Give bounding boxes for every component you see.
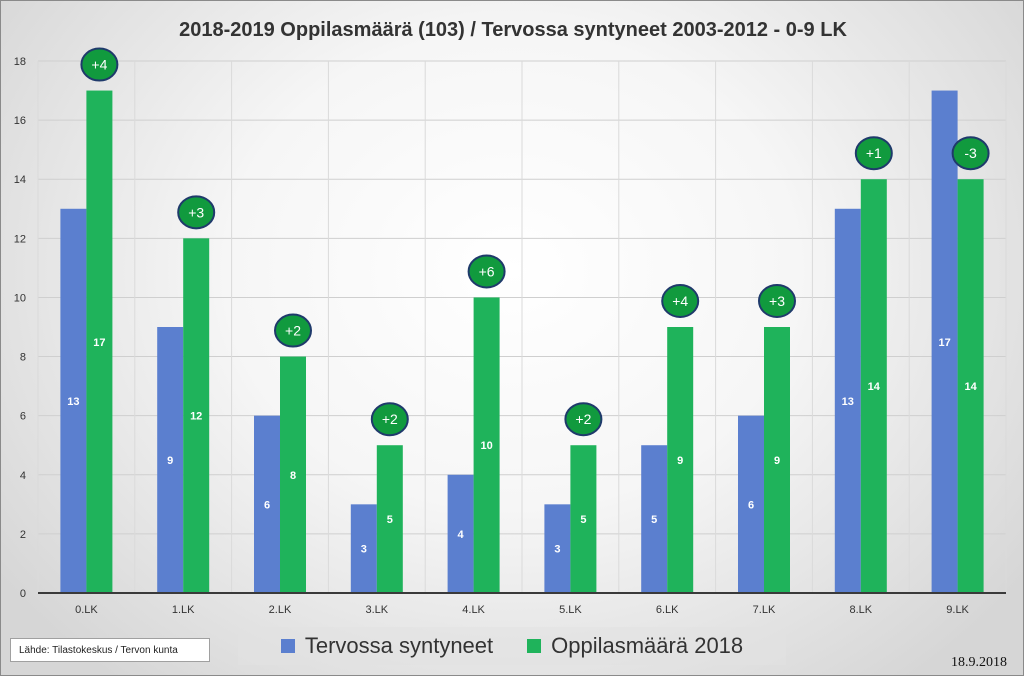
x-tick-label: 1.LK <box>172 604 195 616</box>
data-label-tervossa: 17 <box>938 337 950 349</box>
x-tick-label: 3.LK <box>365 604 388 616</box>
difference-bubble <box>370 402 409 437</box>
y-tick-label: 0 <box>20 588 26 600</box>
x-tick-label: 7.LK <box>753 604 776 616</box>
axes: 0 2 4 6 8 10 12 14 16 18 0.LK 1.LK 2.LK 3.LK 4.LK 5.LK 6… <box>14 56 1006 616</box>
y-tick-label: 2 <box>20 529 26 541</box>
data-label-oppilasmaara: 17 <box>93 337 105 349</box>
bar-oppilasmaara <box>860 179 887 593</box>
y-tick-label: 4 <box>20 470 26 482</box>
legend-item-tervossa: Tervossa syntyneet <box>280 633 494 659</box>
data-label-oppilasmaara: 9 <box>774 455 780 467</box>
bar-tervossa <box>834 208 861 593</box>
difference-label: +2 <box>575 411 591 427</box>
legend: Tervossa syntyneet Oppilasmäärä 2018 <box>238 627 786 665</box>
data-label-tervossa: 13 <box>67 396 79 408</box>
difference-label: +4 <box>91 57 107 73</box>
bar-oppilasmaara <box>183 238 210 594</box>
data-label-tervossa: 5 <box>651 514 657 526</box>
difference-bubble <box>80 47 119 82</box>
date-stamp: 18.9.2018 <box>951 655 1007 670</box>
legend-swatch-green <box>527 639 542 653</box>
difference-bubble <box>564 402 603 437</box>
y-tick-label: 14 <box>14 174 26 186</box>
bar-oppilasmaara <box>570 445 597 593</box>
x-tick-label: 5.LK <box>559 604 582 616</box>
data-label-oppilasmaara: 8 <box>290 470 296 482</box>
difference-bubble <box>274 313 312 348</box>
bar-oppilasmaara <box>473 297 500 593</box>
data-label-tervossa: 3 <box>361 544 367 556</box>
bar-tervossa <box>254 415 280 593</box>
bar-oppilasmaara <box>957 179 984 593</box>
difference-label: +6 <box>479 263 495 279</box>
data-label-oppilasmaara: 14 <box>868 381 881 393</box>
data-label-oppilasmaara: 9 <box>677 455 683 467</box>
legend-label-tervossa: Tervossa syntyneet <box>304 633 494 658</box>
bar-tervossa <box>544 504 571 593</box>
data-label-tervossa: 6 <box>264 499 270 511</box>
y-tick-label: 16 <box>14 115 26 127</box>
bar-oppilasmaara <box>86 90 113 594</box>
data-label-oppilasmaara: 5 <box>387 514 393 526</box>
difference-bubble <box>758 284 796 318</box>
data-label-tervossa: 9 <box>167 455 173 467</box>
data-label-oppilasmaara: 12 <box>190 411 202 423</box>
difference-bubble <box>854 136 893 171</box>
x-tick-label: 0.LK <box>75 604 98 616</box>
y-tick-label: 10 <box>14 292 26 304</box>
difference-label: +3 <box>188 204 204 220</box>
x-tick-label: 9.LK <box>946 604 969 616</box>
x-tick-label: 8.LK <box>849 604 872 616</box>
difference-label: +2 <box>285 323 301 339</box>
legend-label-oppilasmaara: Oppilasmäärä 2018 <box>551 633 744 658</box>
data-label-oppilasmaara: 5 <box>580 514 586 526</box>
y-tick-label: 12 <box>14 233 26 245</box>
bar-tervossa <box>447 474 474 593</box>
difference-label: +2 <box>382 411 398 427</box>
y-tick-label: 18 <box>14 56 26 68</box>
bar-tervossa <box>60 208 87 593</box>
bar-tervossa <box>157 327 184 593</box>
legend-item-oppilasmaara: Oppilasmäärä 2018 <box>527 633 743 659</box>
bar-oppilasmaara <box>764 327 790 593</box>
chart-title: 2018-2019 Oppilasmäärä (103) / Tervossa … <box>179 19 847 41</box>
difference-bubble <box>661 284 700 318</box>
difference-bubble <box>951 136 990 171</box>
data-label-tervossa: 4 <box>458 529 465 541</box>
data-labels: 13 17 +4 9 12 +3 6 8 +2 3 5 +2 4 10 +6 3 5 +2 5 9 +4 6 9 +3 13 14… <box>67 47 990 556</box>
difference-bubble <box>467 254 506 289</box>
source-note: Lähde: Tilastokeskus / Tervon kunta <box>10 638 210 662</box>
bar-oppilasmaara <box>667 327 694 593</box>
difference-label: -3 <box>964 145 977 161</box>
data-label-tervossa: 3 <box>554 544 560 556</box>
bar-tervossa <box>738 415 764 593</box>
legend-swatch-blue <box>280 639 295 653</box>
bar-tervossa <box>350 504 377 593</box>
difference-label: +1 <box>866 145 882 161</box>
y-tick-label: 8 <box>20 352 26 364</box>
difference-label: +3 <box>769 293 785 309</box>
bar-tervossa <box>931 90 958 594</box>
x-tick-label: 6.LK <box>656 604 679 616</box>
data-label-oppilasmaara: 10 <box>480 440 492 452</box>
bar-oppilasmaara <box>280 356 306 593</box>
data-label-oppilasmaara: 14 <box>964 381 977 393</box>
data-label-tervossa: 13 <box>842 396 854 408</box>
bar-tervossa <box>641 445 668 593</box>
x-tick-label: 4.LK <box>462 604 485 616</box>
y-tick-label: 6 <box>20 411 26 423</box>
difference-bubble <box>177 195 216 230</box>
bars <box>60 90 984 594</box>
bar-oppilasmaara <box>376 445 403 593</box>
x-tick-label: 2.LK <box>269 604 292 616</box>
data-label-tervossa: 6 <box>748 499 754 511</box>
difference-label: +4 <box>672 293 688 309</box>
